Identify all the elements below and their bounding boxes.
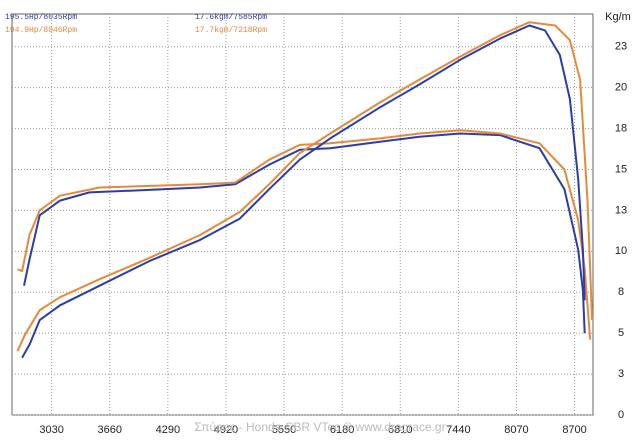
y-tick-label: 13 xyxy=(615,204,627,216)
x-tick-label: 5550 xyxy=(272,424,296,436)
y-tick-label: 3 xyxy=(618,368,624,380)
annotation: 194.9Hp/8046Rpm xyxy=(5,26,77,35)
y-tick-label: 15 xyxy=(615,163,627,175)
x-tick-label: 4290 xyxy=(156,424,180,436)
plot-frame xyxy=(11,13,594,416)
y-tick-label: 23 xyxy=(615,41,627,53)
y-tick-label: 18 xyxy=(615,122,627,134)
y-axis-label: Kg/m xyxy=(605,11,631,23)
y-tick-label: 10 xyxy=(615,245,627,257)
x-tick-label: 7440 xyxy=(446,424,470,436)
y-tick-label: 5 xyxy=(618,327,624,339)
dyno-curve xyxy=(21,24,586,359)
watermark: Σπύρος - Honda CBR VTec © www.dragrace.g… xyxy=(194,420,445,434)
x-tick-label: 3030 xyxy=(39,424,63,436)
x-tick-label: 8070 xyxy=(504,424,528,436)
x-tick-label: 6180 xyxy=(330,424,354,436)
x-tick-label: 3660 xyxy=(98,424,122,436)
annotation: 17.7kgm/7218Rpm xyxy=(195,26,267,35)
x-tick-label: 6810 xyxy=(388,424,412,436)
y-tick-label: 20 xyxy=(615,82,627,94)
x-tick-label: 8700 xyxy=(562,424,586,436)
annotation: 195.5Hp/8035Rpm xyxy=(5,13,77,22)
dyno-curve xyxy=(16,21,594,352)
y-tick-label: 8 xyxy=(618,286,624,298)
x-tick-label: 4920 xyxy=(214,424,238,436)
annotation: 17.6kgm/7585Rpm xyxy=(195,13,267,22)
y-tick-label: 0 xyxy=(618,409,624,421)
